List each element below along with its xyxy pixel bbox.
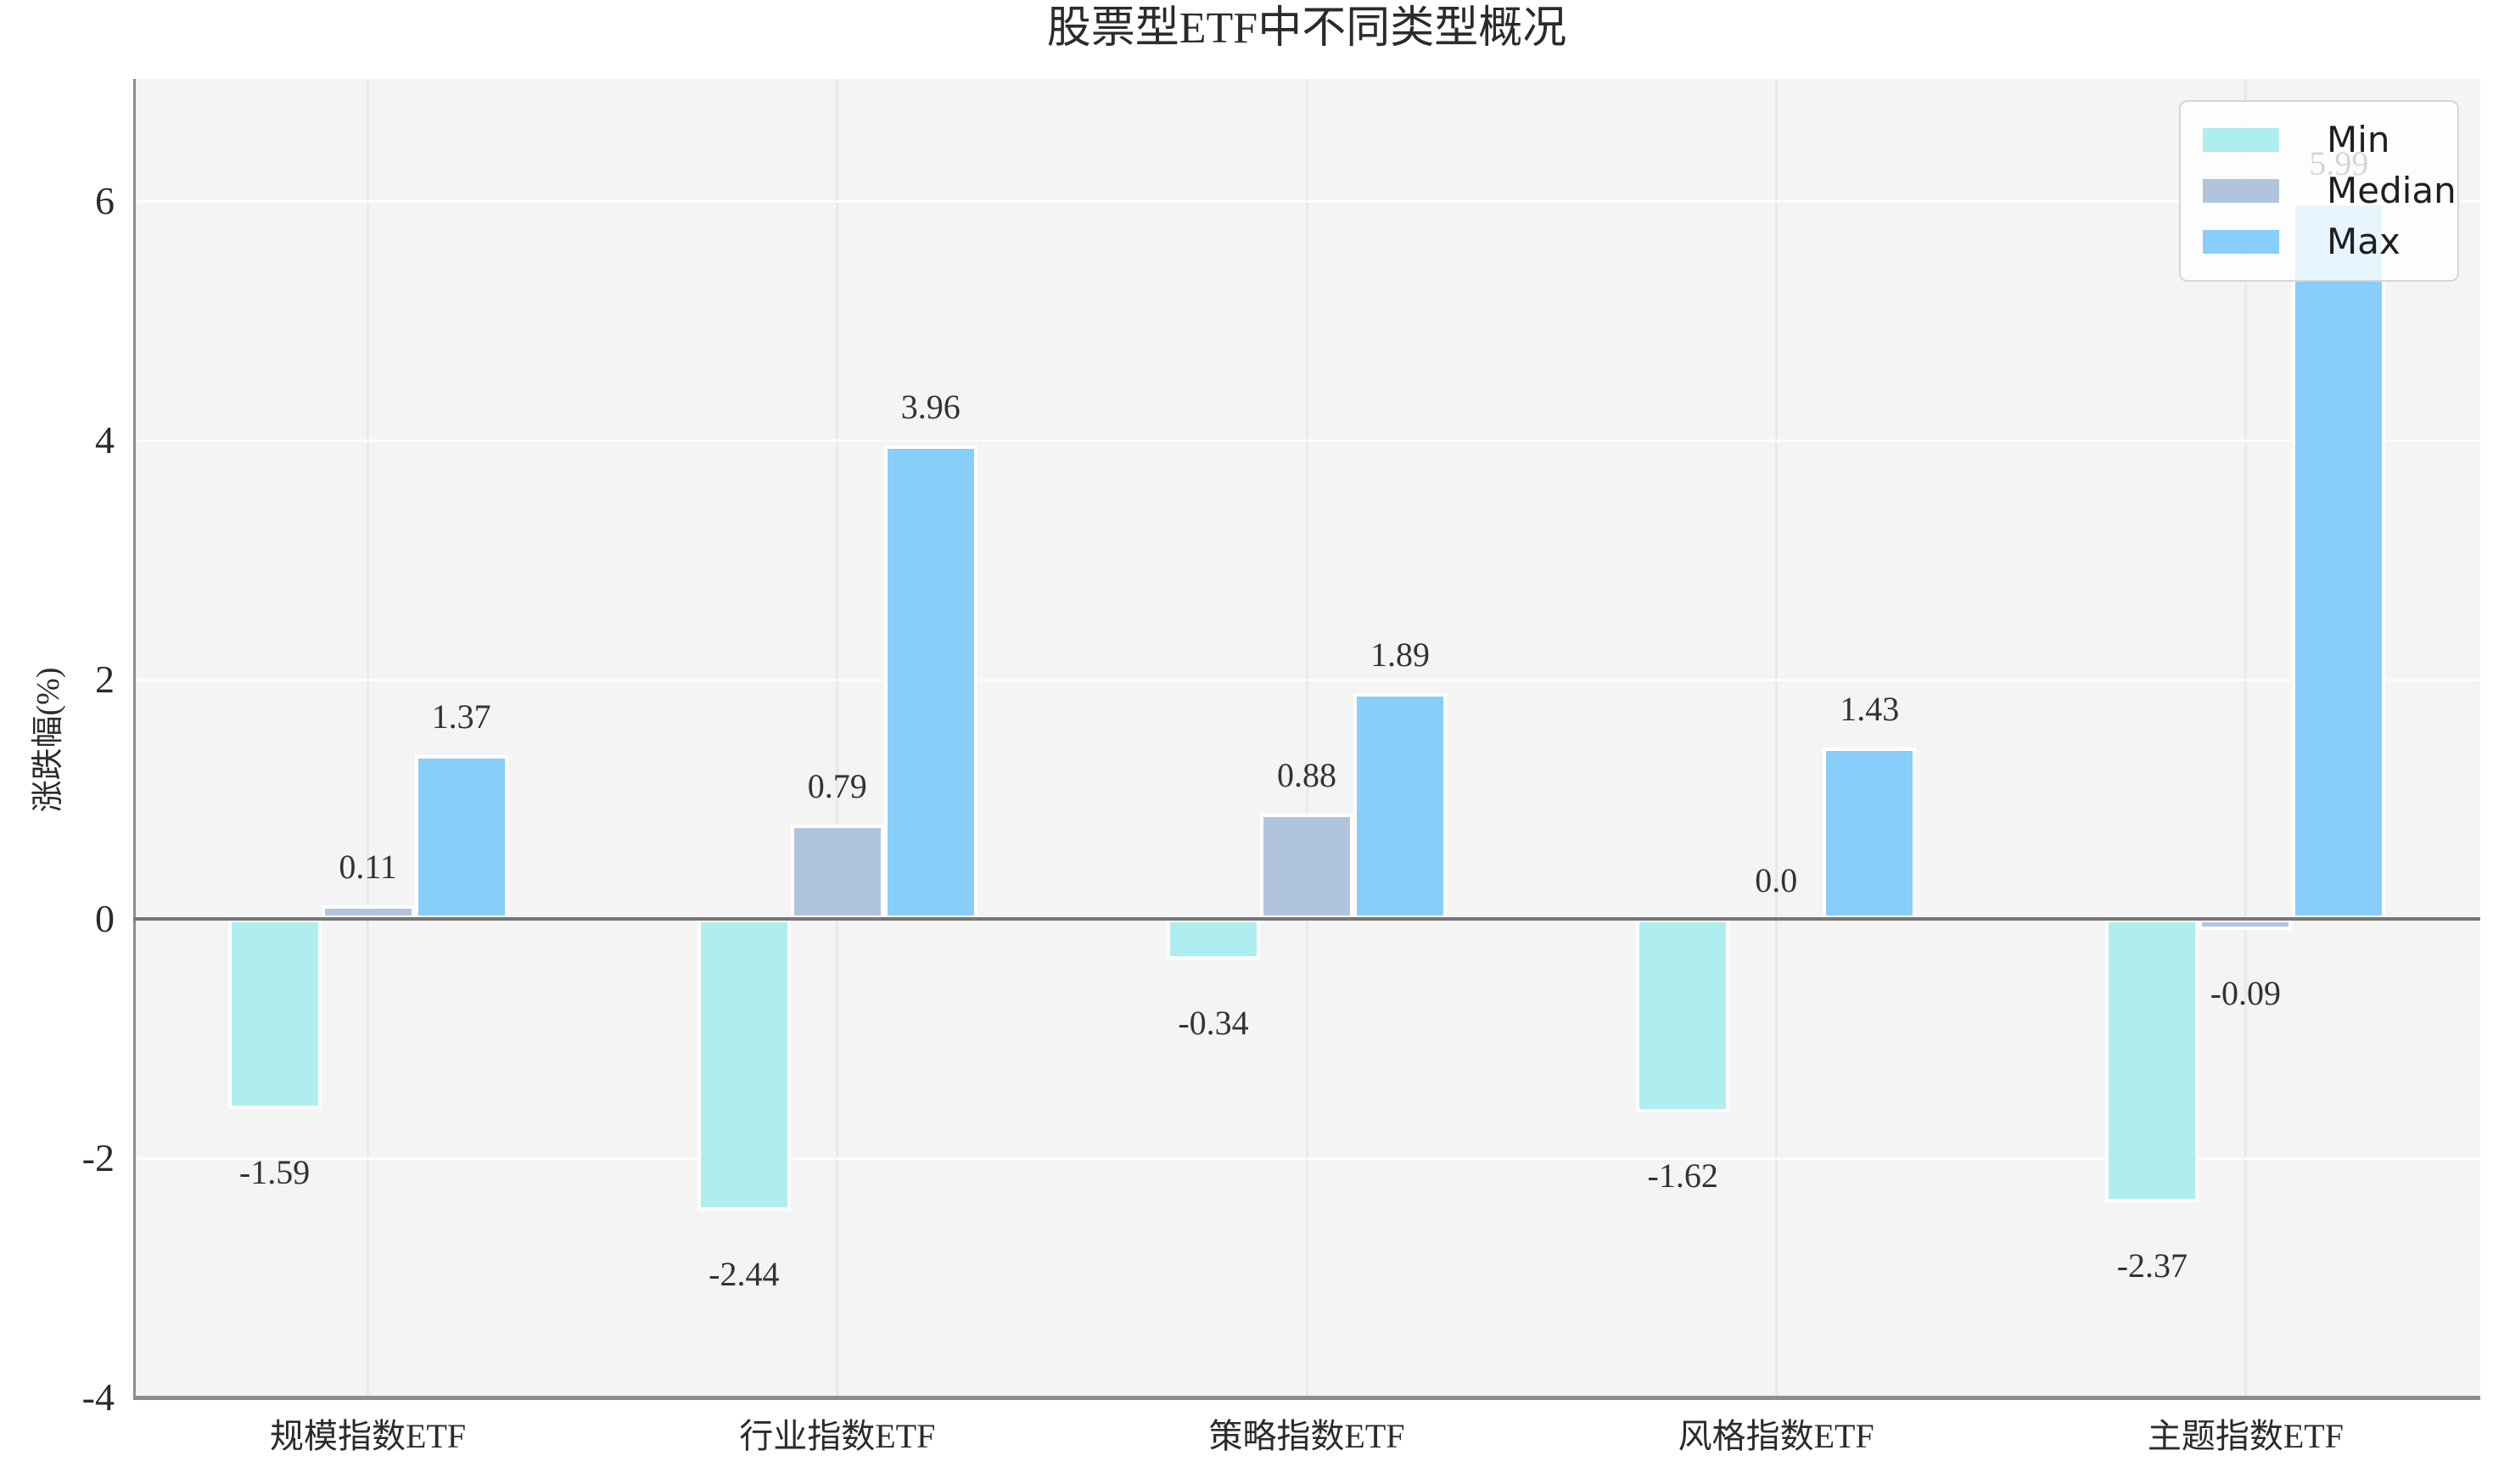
- value-label: 1.37: [431, 697, 491, 736]
- bar-max: [1823, 748, 1917, 919]
- y-tick-label: -2: [81, 1136, 115, 1179]
- value-label: 0.79: [807, 766, 867, 805]
- x-category-label: 行业指数ETF: [739, 1417, 936, 1455]
- left-axis-spine: [133, 79, 136, 1400]
- value-label: 3.96: [900, 387, 961, 426]
- value-label: -2.44: [709, 1255, 780, 1294]
- legend-swatch-median: [2203, 179, 2279, 203]
- bar-min: [227, 919, 322, 1110]
- bar-median: [790, 824, 884, 919]
- bar-min: [697, 919, 791, 1212]
- horizontal-gridline: [133, 678, 2480, 681]
- horizontal-gridline: [133, 199, 2480, 203]
- x-category-label: 规模指数ETF: [270, 1417, 467, 1455]
- y-axis-label: 涨跌幅(%): [31, 667, 66, 813]
- zero-baseline: [133, 917, 2480, 921]
- value-label: -1.62: [1647, 1156, 1718, 1196]
- legend-swatch-max: [2203, 230, 2279, 254]
- value-label: -0.09: [2210, 973, 2282, 1012]
- bar-max: [2292, 202, 2386, 919]
- bar-median: [1260, 813, 1353, 919]
- chart-title: 股票型ETF中不同类型概况: [1046, 4, 1567, 53]
- value-label: 1.43: [1840, 690, 1900, 729]
- legend-item: Median: [2203, 171, 2457, 210]
- legend-label: Median: [2327, 170, 2456, 211]
- y-tick-label: 4: [95, 418, 115, 462]
- y-tick-label: 0: [95, 897, 115, 940]
- bottom-axis-spine: [133, 1396, 2480, 1400]
- legend-label: Min: [2327, 119, 2390, 160]
- legend: Min Median Max: [2179, 100, 2459, 282]
- legend-label: Max: [2327, 221, 2400, 262]
- value-label: 0.88: [1277, 755, 1336, 794]
- horizontal-gridline: [133, 1156, 2480, 1160]
- legend-item: Min: [2203, 120, 2457, 160]
- vertical-gridline: [367, 79, 370, 1400]
- value-label: 0.0: [1755, 861, 1798, 899]
- plot-area: Min Median Max -1.59 -2.44 -0.34 -1.62 -2.37 0.…: [133, 79, 2480, 1400]
- value-label: 0.11: [339, 848, 397, 887]
- bar-min: [2105, 919, 2199, 1203]
- value-label: -2.37: [2116, 1246, 2188, 1285]
- bar-min: [1167, 919, 1260, 960]
- vertical-gridline: [1774, 79, 1778, 1400]
- y-tick-label: 2: [95, 658, 115, 701]
- y-tick-label: -4: [81, 1375, 115, 1419]
- x-category-label: 风格指数ETF: [1678, 1417, 1874, 1455]
- x-category-label: 主题指数ETF: [2147, 1417, 2344, 1455]
- legend-item: Max: [2203, 222, 2457, 261]
- bar-min: [1636, 919, 1730, 1113]
- bar-max: [414, 754, 508, 919]
- bar-max: [1353, 692, 1447, 919]
- value-label: 1.89: [1370, 635, 1430, 674]
- vertical-gridline: [2244, 79, 2247, 1400]
- x-category-label: 策略指数ETF: [1208, 1417, 1405, 1455]
- bar-max: [883, 445, 978, 919]
- value-label: -0.34: [1178, 1003, 1249, 1042]
- vertical-gridline: [1305, 79, 1308, 1400]
- vertical-gridline: [836, 79, 839, 1400]
- y-tick-label: 6: [95, 179, 115, 222]
- legend-swatch-min: [2203, 128, 2279, 152]
- value-label: -1.59: [238, 1153, 311, 1192]
- horizontal-gridline: [133, 439, 2480, 442]
